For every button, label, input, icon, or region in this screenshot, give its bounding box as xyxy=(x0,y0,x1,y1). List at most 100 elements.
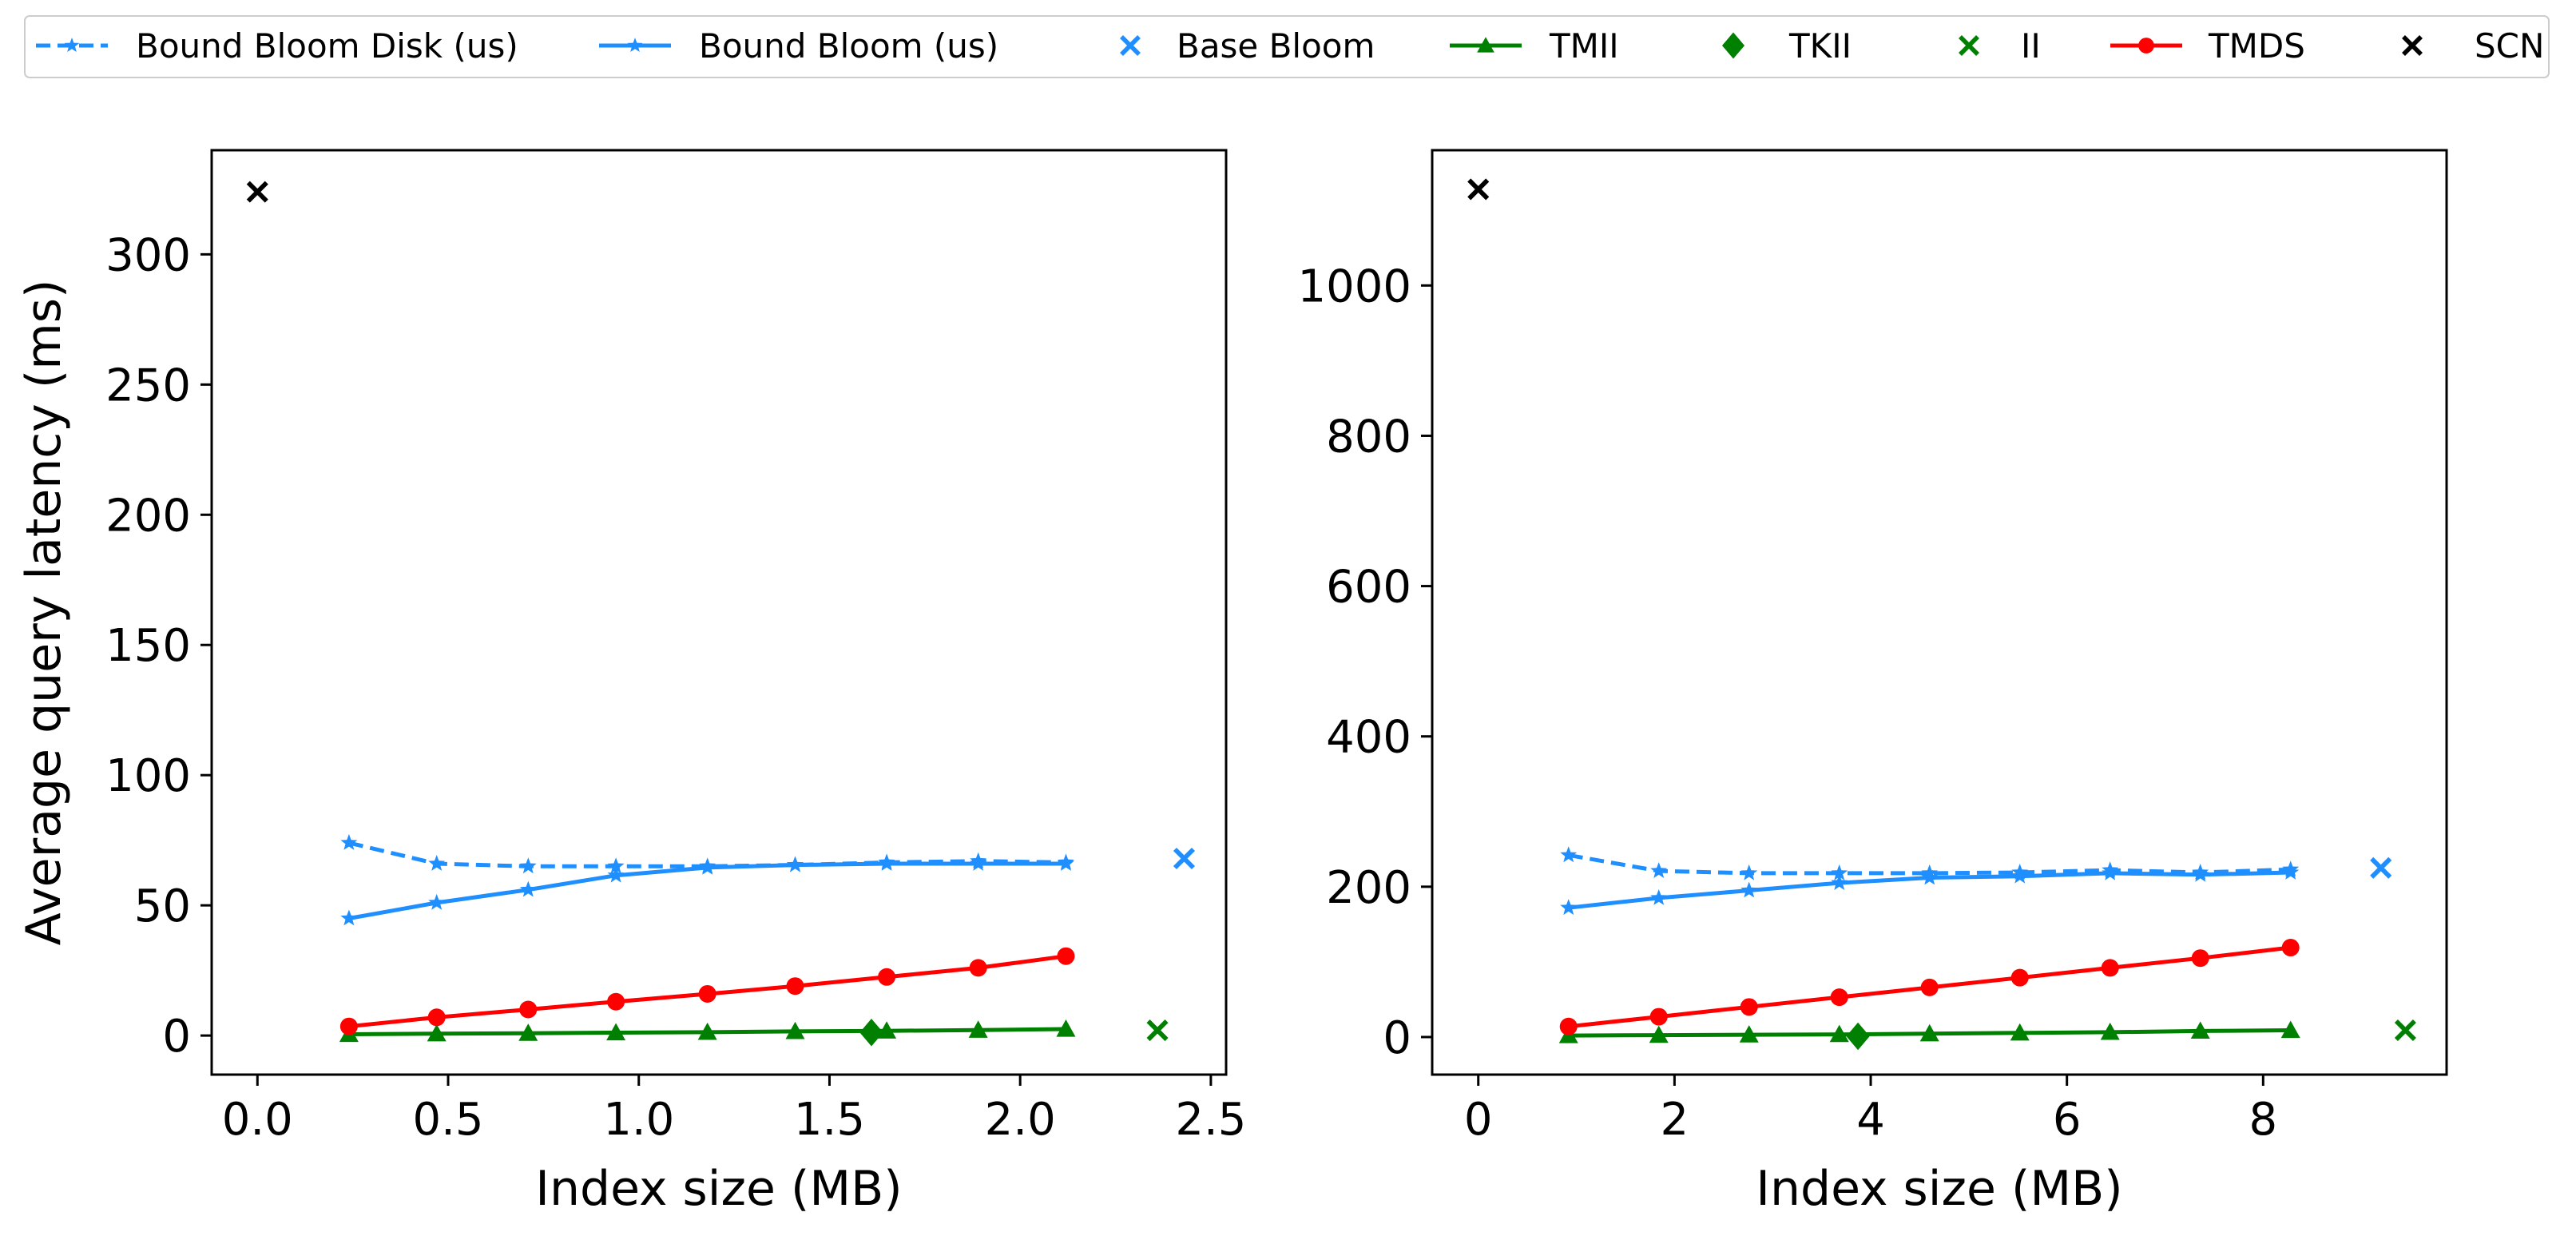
x-tick-label: 1.0 xyxy=(603,1094,674,1146)
series-line xyxy=(1568,852,2291,876)
legend-label: SCN xyxy=(2475,26,2544,66)
data-point xyxy=(607,857,625,874)
data-point xyxy=(2192,865,2209,882)
data-point xyxy=(428,893,446,910)
legend-label: TMII xyxy=(1549,26,1619,66)
data-point xyxy=(1650,862,1668,878)
series-line xyxy=(348,841,1066,868)
legend-marker xyxy=(1721,32,1745,59)
legend-label: Base Bloom xyxy=(1177,26,1375,66)
data-point xyxy=(1649,1025,1669,1043)
data-point xyxy=(1649,1007,1668,1026)
data-point xyxy=(2010,968,2029,987)
data-point xyxy=(787,856,804,872)
data-point xyxy=(2011,867,2029,884)
series-line xyxy=(348,861,1066,920)
legend-item-ii: II xyxy=(1959,26,2041,66)
data-point xyxy=(519,880,537,897)
legend-marker xyxy=(1477,37,1494,53)
data-point xyxy=(2102,864,2119,880)
series-ii xyxy=(2394,1019,2416,1042)
y-tick-label: 200 xyxy=(105,490,191,542)
legend-marker xyxy=(64,38,80,52)
legend-marker xyxy=(627,38,643,52)
series-tmds xyxy=(339,947,1075,1035)
data-point xyxy=(1831,864,1848,880)
right-chart-panel: 0 2 4 6 8 0 200 400 600 800 1000 Index size (MB) xyxy=(1297,149,2448,1217)
data-point xyxy=(1559,1017,1578,1035)
data-point xyxy=(859,1018,883,1047)
y-tick-label: 400 xyxy=(1326,712,1411,764)
data-point xyxy=(1740,881,1758,898)
y-tick-label: 150 xyxy=(105,620,191,672)
data-point xyxy=(1650,888,1668,905)
data-point xyxy=(1920,978,1939,996)
data-point xyxy=(1846,1022,1870,1051)
series-base-bloom xyxy=(2370,856,2392,879)
data-point xyxy=(786,977,804,996)
data-point xyxy=(518,1023,538,1041)
series-tmds xyxy=(1559,939,2300,1035)
x-tick-label: 0.0 xyxy=(222,1094,293,1146)
data-point xyxy=(1831,874,1848,890)
data-point xyxy=(1921,868,1939,885)
legend-item-base-bloom: Base Bloom xyxy=(1120,26,1375,66)
data-point xyxy=(877,1021,897,1039)
data-point xyxy=(698,984,716,1003)
legend-label: II xyxy=(2021,26,2041,66)
data-point xyxy=(2101,959,2119,977)
data-point xyxy=(340,909,358,926)
x-tick-label: 4 xyxy=(1856,1094,1885,1146)
x-axis-label: Index size (MB) xyxy=(1756,1161,2122,1217)
data-point xyxy=(1173,847,1196,870)
y-tick-label: 250 xyxy=(105,360,191,411)
legend-marker xyxy=(2138,38,2154,54)
data-point xyxy=(1056,1019,1076,1037)
y-tick-label: 300 xyxy=(105,229,191,281)
legend-item-scn: SCN xyxy=(2402,26,2544,66)
data-point xyxy=(970,855,987,871)
series-tmii xyxy=(339,1019,1076,1043)
left-chart-panel: 0.0 0.5 1.0 1.5 2.0 2.5 0 50 100 150 200 250 300 Inde… xyxy=(16,149,1246,1217)
legend-item-tmii: TMII xyxy=(1450,26,1619,66)
data-point xyxy=(969,959,987,977)
y-tick-label: 0 xyxy=(162,1011,191,1063)
data-point xyxy=(519,1000,538,1019)
data-point xyxy=(1057,947,1075,965)
series-base-bloom xyxy=(1173,847,1196,870)
legend-item-tkii: TKII xyxy=(1721,26,1852,66)
data-point xyxy=(968,1020,988,1038)
series-scn xyxy=(246,181,268,203)
data-point xyxy=(607,992,625,1011)
data-point xyxy=(339,1017,358,1035)
data-point xyxy=(2370,856,2392,879)
y-tick-label: 1000 xyxy=(1297,260,1411,312)
legend-label: TMDS xyxy=(2208,26,2305,66)
data-point xyxy=(878,855,895,871)
x-tick-label: 0 xyxy=(1464,1094,1493,1146)
data-point xyxy=(2100,1022,2120,1040)
legend-marker xyxy=(1120,35,1141,56)
data-point xyxy=(1560,899,1578,916)
data-point xyxy=(1146,1019,1169,1042)
legend-item-bound-bloom-us: Bound Bloom (us) xyxy=(599,26,998,66)
x-tick-label: 8 xyxy=(2249,1094,2277,1146)
data-point xyxy=(2010,1023,2030,1041)
data-point xyxy=(1058,855,1074,871)
x-tick-label: 2 xyxy=(1661,1094,1689,1146)
y-tick-label: 50 xyxy=(134,880,191,932)
data-point xyxy=(1467,178,1490,201)
y-axis-label: Average query latency (ms) xyxy=(16,280,72,946)
data-point xyxy=(1829,1024,1849,1043)
data-point xyxy=(1740,864,1758,880)
data-point xyxy=(2191,949,2209,968)
data-point xyxy=(2280,1020,2300,1039)
data-point xyxy=(428,855,446,871)
data-point xyxy=(607,866,625,883)
data-point xyxy=(427,1008,446,1027)
x-tick-label: 0.5 xyxy=(412,1094,483,1146)
series-bound-bloom-us xyxy=(1560,864,2300,916)
data-point xyxy=(785,1021,805,1039)
legend-item-bound-bloom-disk-us: Bound Bloom Disk (us) xyxy=(36,26,518,66)
data-point xyxy=(1560,846,1578,863)
